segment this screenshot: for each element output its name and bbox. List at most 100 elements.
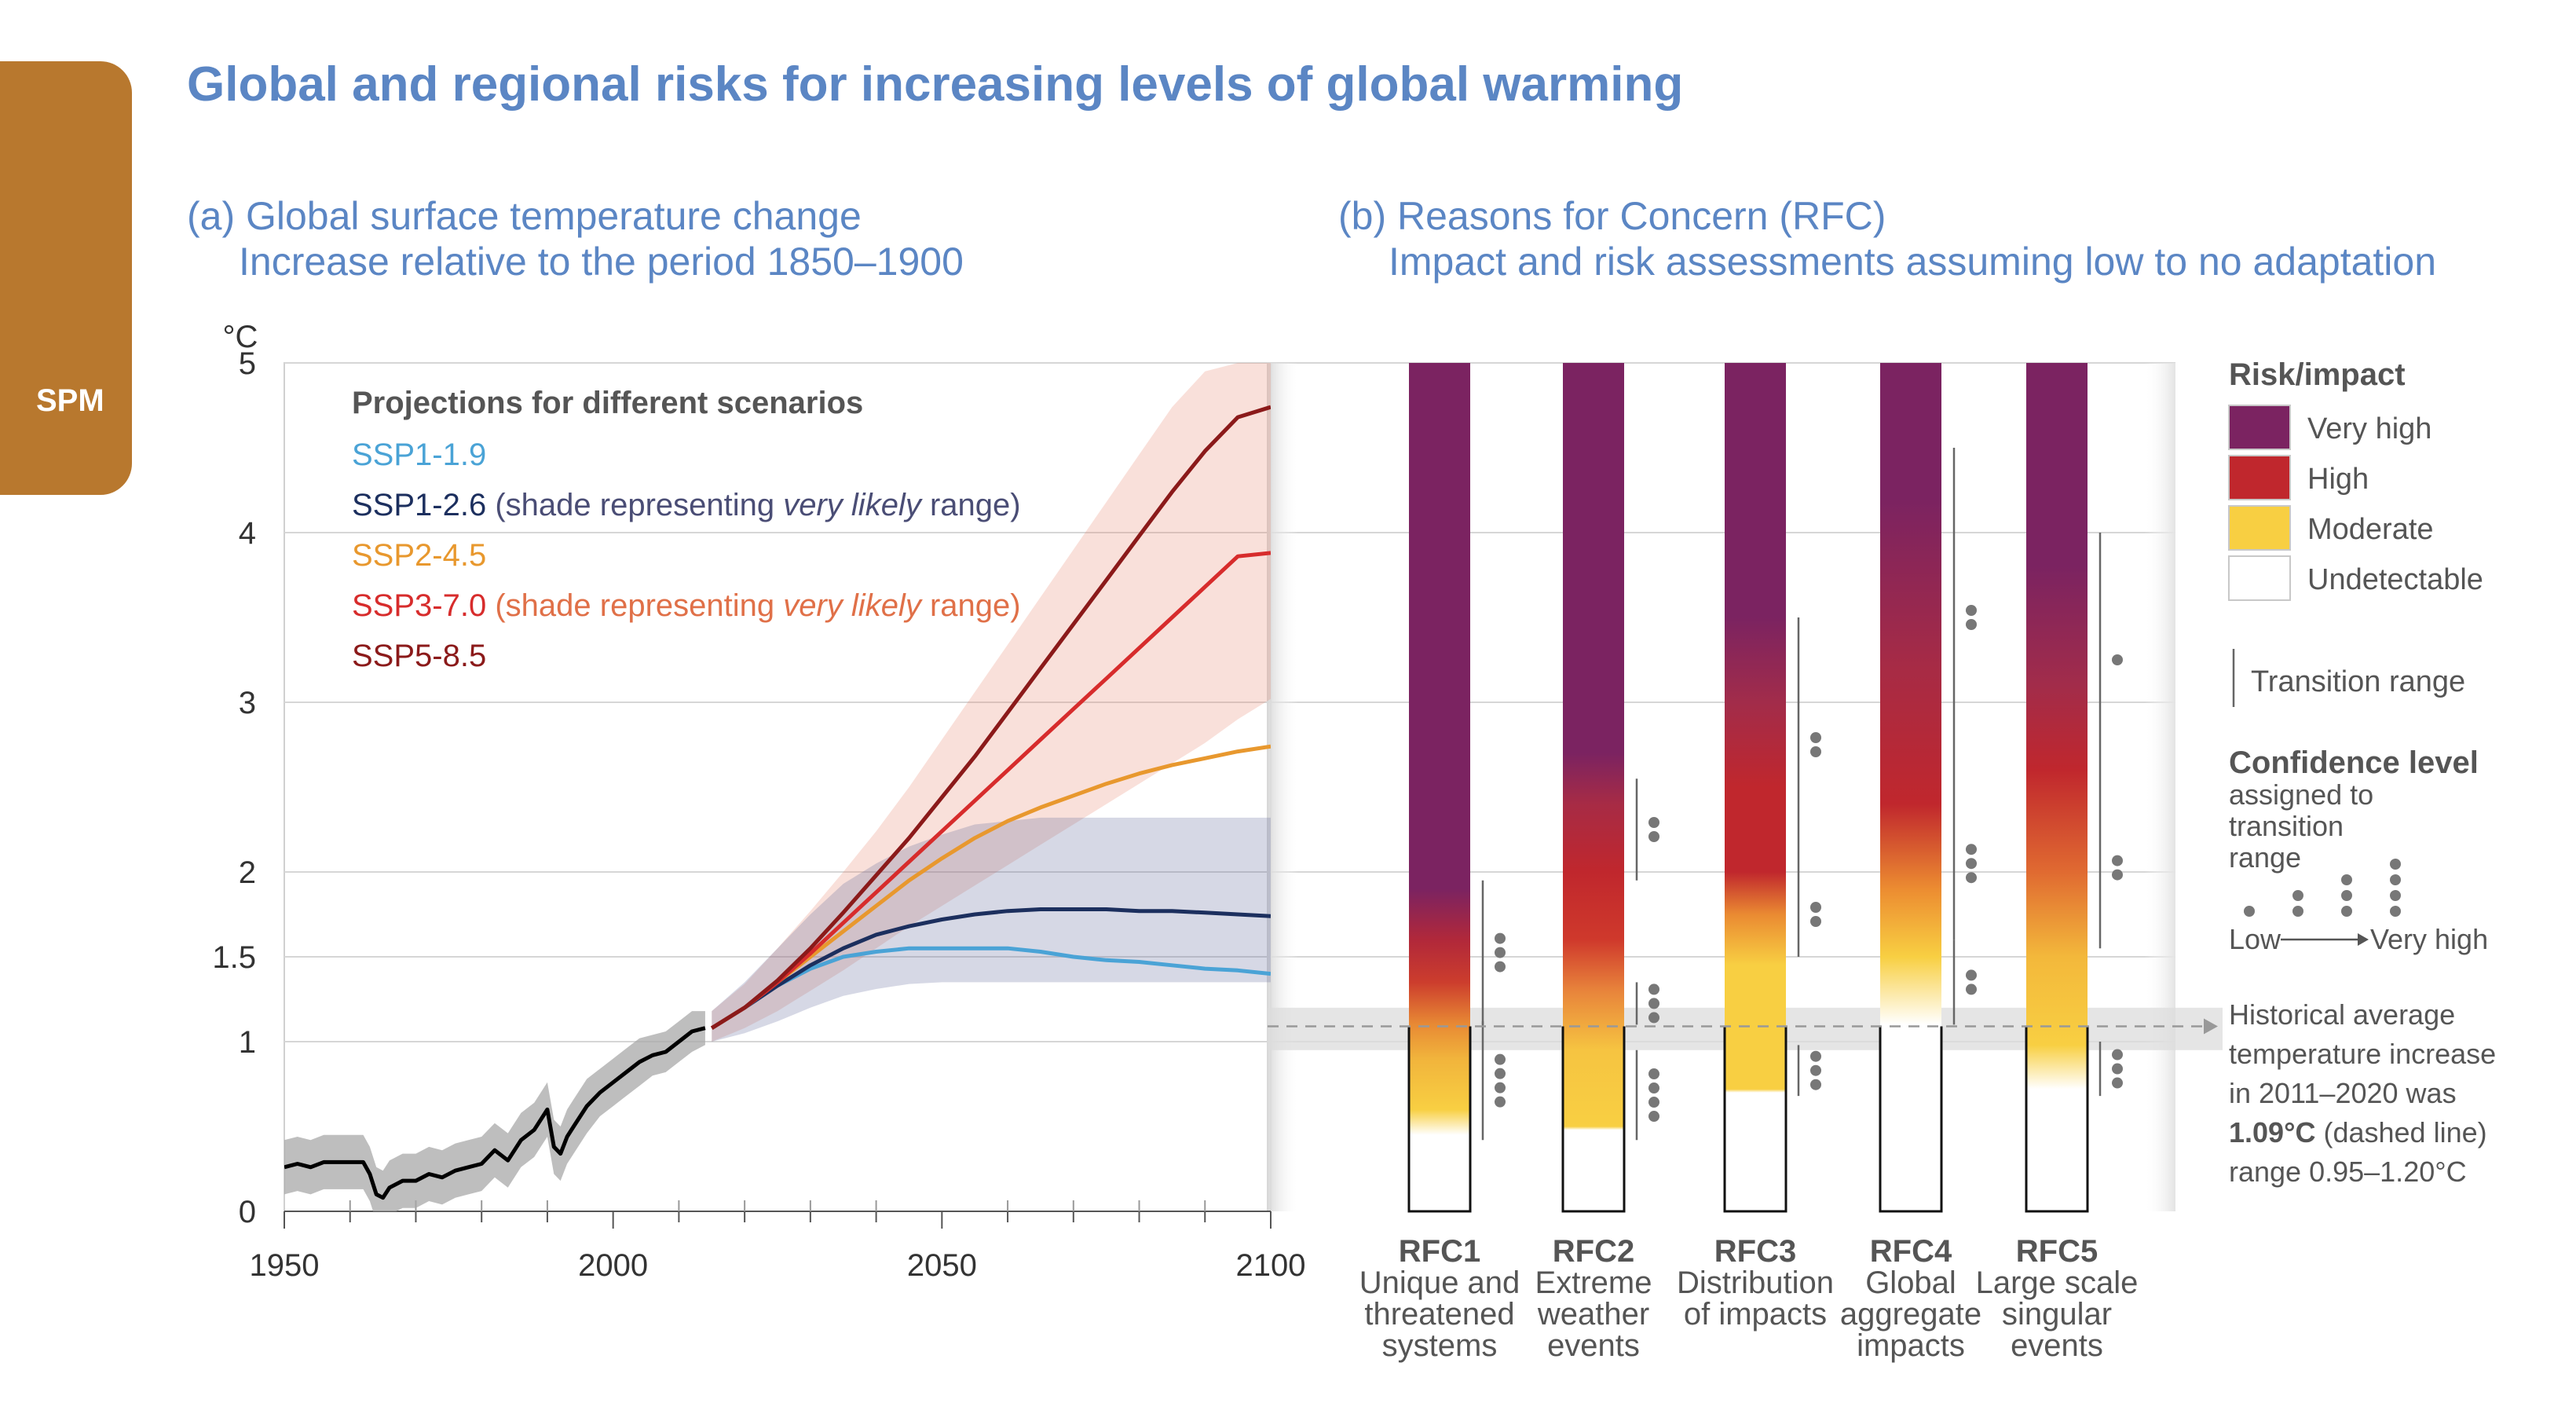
confidence-dot <box>2112 855 2123 866</box>
risk-legend-title: Risk/impact <box>2229 357 2406 392</box>
confidence-dot <box>1810 732 1821 743</box>
legend-entry: SSP3-7.0 (shade representing very likely… <box>352 588 1021 623</box>
confidence-dot <box>1648 1068 1659 1080</box>
rfc-bar-3 <box>1725 363 1786 1211</box>
series-line-ssp3-7.0 <box>710 551 1271 1030</box>
panel-a-title: (a) Global surface temperature change <box>187 194 862 238</box>
historical-value-line: 1.09°C (dashed line) <box>2229 1116 2487 1148</box>
historical-range-line: range 0.95–1.20°C <box>2229 1156 2467 1188</box>
series-line-ssp1-2.6 <box>710 907 1271 1030</box>
legend-note-end: range) <box>921 588 1021 623</box>
confidence-dot <box>1810 1050 1821 1062</box>
rfc-bar-4 <box>1880 363 1941 1211</box>
confidence-arrow-head <box>2358 933 2369 946</box>
legend-series-name: SSP1-2.6 <box>352 488 486 522</box>
confidence-dot <box>1648 1082 1659 1094</box>
rfc-code-label: RFC5 <box>2016 1234 2098 1269</box>
legend-entry: SSP5-8.5 <box>352 639 486 673</box>
x-tick-label: 2050 <box>907 1248 977 1283</box>
spm-side-tab <box>0 61 132 495</box>
rfc-bar-outline <box>1879 1026 1943 1213</box>
confidence-legend-subtitle: range <box>2229 841 2301 874</box>
y-tick-label: 2 <box>239 855 256 890</box>
confidence-scale-dot <box>2341 890 2352 901</box>
rfc-description-line: impacts <box>1857 1328 1965 1363</box>
legend-series-name: SSP2-4.5 <box>352 538 486 573</box>
y-tick-label: 5 <box>239 346 256 381</box>
legend-note: (shade representing <box>486 488 783 522</box>
rfc-code-label: RFC2 <box>1553 1234 1634 1269</box>
rfc-description-line: Unique and <box>1359 1266 1520 1300</box>
risk-legend-label: High <box>2307 463 2369 496</box>
rfc-description-line: events <box>1547 1328 1640 1363</box>
historical-line <box>284 1026 706 1200</box>
risk-legend-label: Moderate <box>2307 513 2434 546</box>
transition-legend-label: Transition range <box>2251 665 2465 698</box>
y-axis-unit: °C <box>223 320 258 354</box>
confidence-dot <box>1966 872 1977 884</box>
rfc-code-label: RFC4 <box>1870 1234 1952 1269</box>
ssp1-2.6-range-band <box>712 817 1271 1042</box>
confidence-dot <box>1810 1079 1821 1090</box>
legend-note-italic: very likely <box>783 488 924 522</box>
rfc-code-label: RFC1 <box>1399 1234 1480 1269</box>
legend-note: (shade representing <box>486 588 783 623</box>
rfc-bar-outline <box>2025 1026 2089 1213</box>
rfc-description-line: of impacts <box>1684 1297 1827 1332</box>
legend-series-name: SSP5-8.5 <box>352 639 486 673</box>
historical-range-band <box>284 1011 705 1211</box>
confidence-dot <box>1648 1012 1659 1024</box>
confidence-scale-dot <box>2292 906 2303 917</box>
rfc-bar-5 <box>2026 363 2088 1211</box>
confidence-dot <box>1648 1111 1659 1123</box>
series-line-ssp5-8.5 <box>710 405 1271 1030</box>
y-tick-label: 4 <box>239 516 256 551</box>
confidence-dot <box>1966 605 1977 616</box>
series-line-ssp2-4.5 <box>710 744 1271 1030</box>
legend-entry: SSP1-2.6 (shade representing very likely… <box>352 488 1021 522</box>
rfc-description-line: events <box>2011 1328 2103 1363</box>
confidence-legend-subtitle: assigned to <box>2229 778 2373 811</box>
historical-note-line: temperature increase <box>2229 1038 2496 1070</box>
y-tick-label: 3 <box>239 686 256 720</box>
confidence-dot <box>1648 817 1659 828</box>
rfc-description-line: threatened <box>1364 1297 1514 1332</box>
confidence-dot <box>1495 947 1506 958</box>
legend-series-name: SSP1-1.9 <box>352 438 486 472</box>
rfc-description-line: systems <box>1382 1328 1498 1363</box>
figure-title: Global and regional risks for increasing… <box>187 57 1684 112</box>
rfc-description-line: Large scale <box>1976 1266 2139 1300</box>
confidence-scale-dot <box>2341 906 2352 917</box>
rfc-bar-1 <box>1409 363 1470 1211</box>
risk-legend-label: Very high <box>2307 412 2431 445</box>
rfc-description-line: Global <box>1865 1266 1956 1300</box>
legend-note-end: range) <box>921 488 1021 522</box>
confidence-dot <box>2112 1063 2123 1075</box>
legend-entry: SSP1-1.9 <box>352 438 486 472</box>
confidence-dot <box>1810 902 1821 913</box>
confidence-dot <box>1495 1096 1506 1108</box>
confidence-dot <box>1810 1064 1821 1076</box>
rfc-description-line: weather <box>1537 1297 1649 1332</box>
confidence-scale-dot <box>2390 859 2401 870</box>
confidence-dot <box>1810 746 1821 757</box>
rfc-description-line: Extreme <box>1535 1266 1652 1300</box>
confidence-dot <box>1648 998 1659 1009</box>
confidence-dot <box>1495 1053 1506 1065</box>
confidence-scale-dot <box>2390 890 2401 901</box>
confidence-dot <box>1495 1068 1506 1079</box>
historical-mean-arrow <box>2204 1018 2218 1035</box>
panel-a-subtitle: Increase relative to the period 1850–190… <box>239 240 964 284</box>
legend-series-name: SSP3-7.0 <box>352 588 486 623</box>
confidence-dot <box>1810 916 1821 927</box>
rfc-code-label: RFC3 <box>1714 1234 1796 1269</box>
rfc-bar-outline <box>1723 1026 1787 1213</box>
confidence-dot <box>1495 1082 1506 1093</box>
confidence-high-label: Very high <box>2370 923 2488 955</box>
ssp3-7.0-range-band <box>712 363 1271 1042</box>
confidence-dot <box>1966 969 1977 981</box>
confidence-dot <box>1966 858 1977 870</box>
rfc-bar-outline <box>1561 1026 1626 1213</box>
confidence-legend-subtitle: transition <box>2229 810 2344 842</box>
